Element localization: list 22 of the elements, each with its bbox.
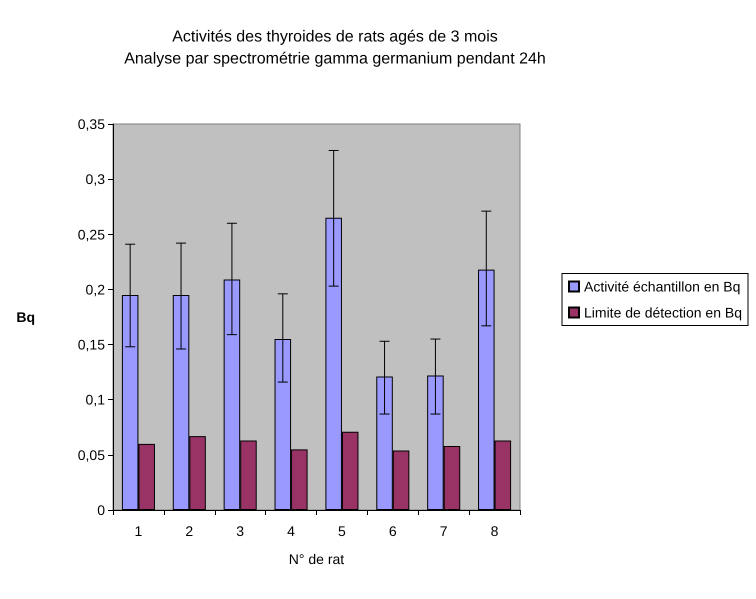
chart-subtitle: Analyse par spectrométrie gamma germanium pendant 24h: [124, 50, 546, 68]
y-tick-label: 0,35: [78, 116, 106, 132]
y-tick-label: 0,1: [86, 392, 106, 408]
x-tick-label: 4: [287, 523, 296, 539]
y-tick-label: 0,3: [86, 171, 106, 188]
x-tick-label: 6: [388, 523, 397, 539]
x-tick-label: 3: [236, 523, 244, 539]
x-tick-label: 7: [440, 523, 448, 539]
x-tick-label: 1: [134, 523, 143, 539]
legend-label: Limite de détection en Bq: [584, 304, 742, 320]
y-tick-label: 0,25: [78, 226, 106, 242]
y-tick-label: 0,05: [78, 446, 106, 463]
x-tick-label: 5: [338, 523, 346, 539]
y-axis-title: Bq: [16, 309, 35, 325]
legend-label: Activité échantillon en Bq: [584, 278, 740, 294]
y-tick-label: 0,2: [86, 281, 106, 298]
x-axis-title: N° de rat: [288, 551, 344, 567]
y-tick-label: 0,15: [78, 336, 106, 353]
y-tick-label: 0: [97, 502, 106, 518]
x-tick-label: 2: [185, 523, 194, 539]
chart-title: Activités des thyroides de rats agés de 3 mois: [172, 28, 498, 46]
x-tick-label: 8: [490, 523, 499, 539]
